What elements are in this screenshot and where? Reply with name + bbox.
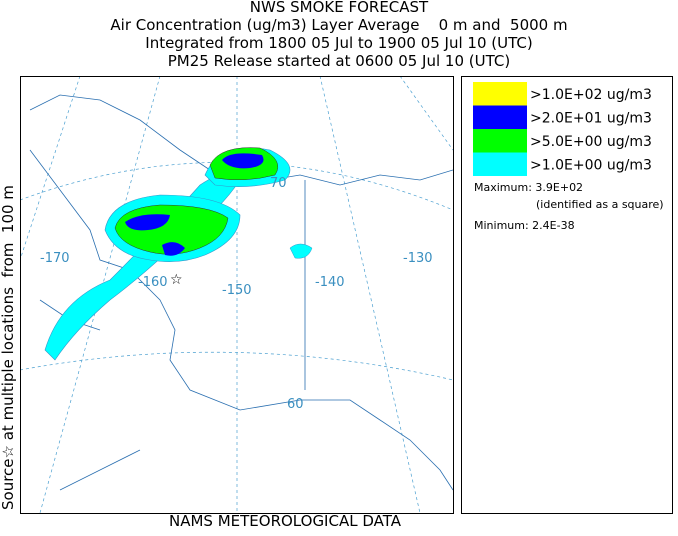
subtitle: Integrated from 1800 05 Jul to 1900 05 J… bbox=[145, 34, 532, 52]
geo-label: -160 bbox=[138, 275, 168, 290]
legend: Maximum: 3.9E+02 (identified as a square… bbox=[461, 76, 673, 514]
legend-label: >1.0E+00 ug/m3 bbox=[530, 157, 652, 173]
legend-swatch bbox=[473, 129, 527, 153]
plume-cyan bbox=[289, 243, 313, 259]
legend-label: >2.0E+01 ug/m3 bbox=[530, 110, 652, 126]
map: ☆ -170 -160 -150 -140 -130 70 60 bbox=[20, 76, 454, 514]
plume-blue bbox=[222, 153, 264, 169]
legend-swatch bbox=[473, 105, 527, 129]
legend-label: >5.0E+00 ug/m3 bbox=[530, 134, 652, 150]
plume-blue bbox=[162, 242, 185, 256]
source-marker: ☆ bbox=[170, 272, 183, 288]
plume-blue bbox=[125, 214, 170, 231]
maximum-note: (identified as a square) bbox=[536, 198, 664, 211]
title: NWS SMOKE FORECAST bbox=[250, 0, 429, 16]
geo-label: -150 bbox=[222, 283, 252, 298]
geo-label: -130 bbox=[403, 251, 433, 266]
legend-frame bbox=[461, 76, 673, 514]
legend-label: >1.0E+02 ug/m3 bbox=[530, 87, 652, 103]
maximum: Maximum: 3.9E+02 bbox=[474, 181, 583, 194]
side-label: Source☆ at multiple locations from 100 m bbox=[0, 185, 17, 510]
subtitle: PM25 Release started at 0600 05 Jul 10 (… bbox=[168, 52, 510, 70]
legend-swatch bbox=[473, 152, 527, 176]
legend-swatch bbox=[473, 82, 527, 106]
geo-label: 70 bbox=[270, 176, 287, 191]
footer: NAMS METEOROLOGICAL DATA bbox=[169, 512, 402, 530]
geo-label: 60 bbox=[287, 397, 304, 412]
subtitle: Air Concentration (ug/m3) Layer Average … bbox=[110, 16, 567, 34]
geo-label: -170 bbox=[40, 251, 70, 266]
map-frame bbox=[20, 76, 454, 514]
geo-label: -140 bbox=[315, 275, 345, 290]
minimum: Minimum: 2.4E-38 bbox=[474, 219, 575, 232]
